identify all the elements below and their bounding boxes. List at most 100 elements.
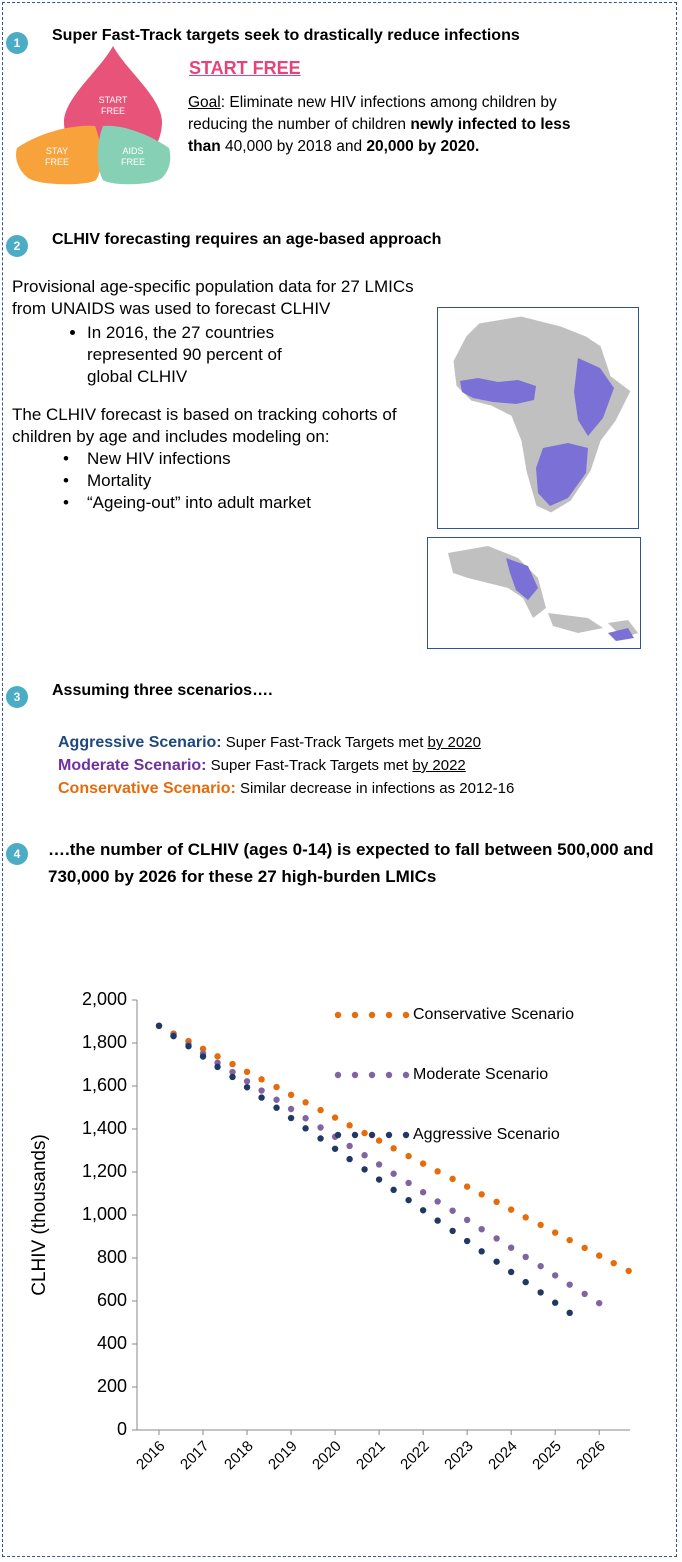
- data-point: [405, 1179, 412, 1187]
- data-point: [463, 1216, 471, 1224]
- x-tick-label: 2025: [529, 1438, 565, 1474]
- drop-label: START FREE: [98, 95, 128, 116]
- scenario-text: Similar decrease in infections as 2012-1…: [240, 780, 515, 797]
- data-point: [214, 1053, 221, 1060]
- data-point: [522, 1253, 529, 1261]
- data-point: [522, 1278, 529, 1286]
- legend-marker: [402, 1011, 410, 1019]
- data-point: [375, 1176, 383, 1183]
- region: [536, 443, 588, 506]
- legend-marker: [402, 1071, 410, 1079]
- data-point: [317, 1135, 324, 1142]
- data-point: [537, 1262, 544, 1270]
- data-point: [566, 1281, 573, 1288]
- scenario-underlined: by 2022: [412, 757, 466, 774]
- y-tick-label: 0: [117, 1419, 127, 1439]
- data-point: [449, 1227, 456, 1235]
- legend-marker: [351, 1131, 359, 1139]
- badge: 1: [6, 32, 28, 54]
- data-point: [493, 1235, 500, 1242]
- data-point: [346, 1155, 353, 1163]
- data-point: [419, 1160, 427, 1167]
- paragraph: The CLHIV forecast is based on tracking …: [12, 405, 397, 446]
- data-point: [170, 1032, 177, 1040]
- bullet: In 2016, the 27 countries represented 90…: [87, 322, 322, 388]
- data-point: [493, 1258, 500, 1265]
- region: [574, 358, 614, 436]
- data-point: [361, 1152, 368, 1159]
- goal: Goal: Eliminate new HIV infections among…: [188, 92, 588, 158]
- heading: Super Fast-Track targets seek to drastic…: [52, 27, 520, 44]
- data-point: [258, 1087, 265, 1094]
- bullet: Mortality: [63, 470, 452, 492]
- data-point: [551, 1272, 559, 1279]
- y-tick-label: 600: [97, 1290, 127, 1310]
- region: [506, 558, 634, 641]
- data-point: [537, 1289, 544, 1296]
- y-tick-label: 1,000: [82, 1204, 127, 1224]
- data-point: [229, 1060, 236, 1068]
- scenario-name: Moderate Scenario:: [58, 757, 207, 774]
- x-tick-label: 2020: [309, 1438, 345, 1474]
- data-point: [390, 1170, 397, 1177]
- x-tick-label: 2022: [397, 1438, 433, 1474]
- drop-label: STAY FREE: [44, 146, 69, 167]
- scenarios: Aggressive Scenario: Super Fast-Track Ta…: [58, 731, 514, 800]
- legend-marker: [368, 1071, 376, 1079]
- drop: [97, 125, 171, 185]
- legend-marker: [385, 1131, 393, 1139]
- bullet: “Ageing-out” into adult market: [63, 492, 452, 514]
- data-point: [199, 1045, 207, 1053]
- scenario-name: Aggressive Scenario:: [58, 734, 222, 751]
- scenario: Conservative Scenario: Similar decrease …: [58, 777, 514, 800]
- data-point: [434, 1198, 441, 1205]
- data-point: [581, 1244, 588, 1252]
- text: 40,000 by 2018 and: [220, 138, 367, 155]
- data-point: [375, 1161, 383, 1168]
- data-point: [610, 1259, 617, 1267]
- data-point: [214, 1063, 221, 1071]
- data-point: [185, 1043, 192, 1050]
- data-point: [478, 1225, 485, 1233]
- data-point: [522, 1214, 529, 1221]
- data-point: [302, 1115, 309, 1122]
- data-point: [361, 1166, 368, 1173]
- scenario: Aggressive Scenario: Super Fast-Track Ta…: [58, 731, 514, 754]
- data-point: [551, 1229, 559, 1236]
- badge: 3: [6, 686, 28, 708]
- scenario-text: Super Fast-Track Targets met: [225, 734, 428, 751]
- data-point: [243, 1084, 251, 1091]
- land: [548, 613, 638, 638]
- data-point: [434, 1217, 441, 1224]
- text: : Eliminate new HIV infections among chi…: [188, 94, 557, 133]
- data-point: [317, 1124, 324, 1131]
- bullet: New HIV infections: [63, 448, 452, 470]
- legend-marker: [368, 1131, 376, 1139]
- legend-marker: [334, 1131, 342, 1139]
- x-tick-label: 2017: [177, 1438, 213, 1474]
- data-point: [317, 1106, 324, 1114]
- heading: ….the number of CLHIV (ages 0-14) is exp…: [48, 840, 654, 886]
- y-tick-label: 1,200: [82, 1161, 127, 1181]
- scenario-underlined: by 2020: [427, 734, 481, 751]
- bullet-list: New HIV infectionsMortality“Ageing-out” …: [12, 448, 452, 514]
- data-point: [507, 1206, 515, 1213]
- region: [460, 378, 536, 404]
- scenario-name: Conservative Scenario:: [58, 780, 236, 797]
- legend-marker: [351, 1011, 359, 1019]
- data-point: [258, 1076, 265, 1083]
- data-point: [595, 1252, 603, 1259]
- data-point: [346, 1122, 353, 1129]
- y-tick-label: 1,800: [82, 1032, 127, 1052]
- legend-marker: [334, 1011, 342, 1019]
- drop-label: AIDS FREE: [120, 146, 145, 167]
- body-text: Provisional age-specific population data…: [12, 276, 452, 514]
- data-point: [419, 1189, 427, 1196]
- y-tick-label: 1,600: [82, 1075, 127, 1095]
- y-tick-label: 1,400: [82, 1118, 127, 1138]
- x-tick-label: 2026: [573, 1438, 609, 1474]
- legend-marker: [368, 1011, 376, 1019]
- data-point: [331, 1145, 339, 1152]
- legend-label: Moderate Scenario: [413, 1066, 548, 1083]
- data-point: [507, 1268, 515, 1276]
